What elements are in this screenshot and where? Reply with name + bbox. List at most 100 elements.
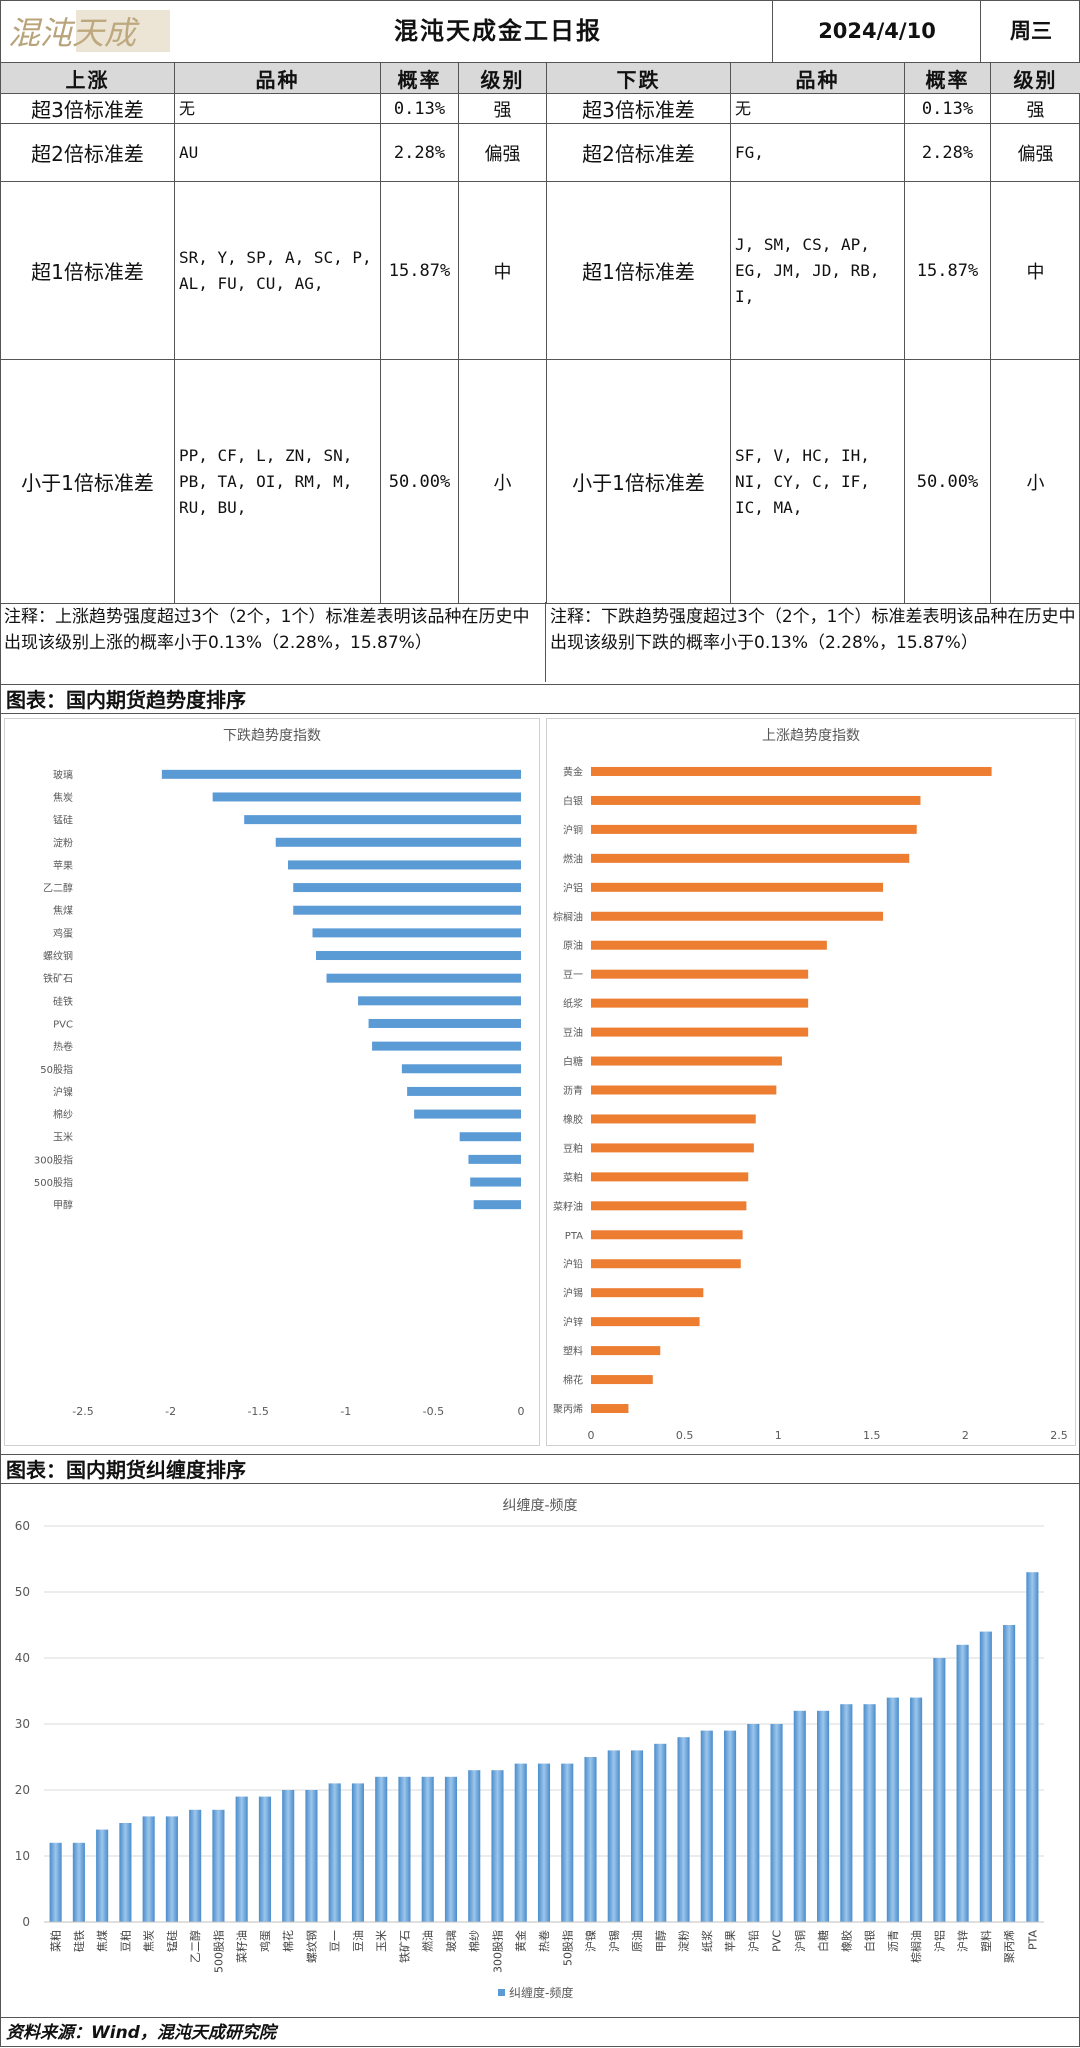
bar bbox=[352, 1783, 364, 1922]
category-label: 鸡蛋 bbox=[258, 1930, 272, 1952]
category-label: 棉纱 bbox=[53, 1108, 73, 1121]
category-label: 棕榈油 bbox=[909, 1930, 923, 1963]
level-cell: 超3倍标准差 bbox=[1, 94, 175, 124]
tick-label: 0.5 bbox=[676, 1429, 694, 1442]
bar bbox=[591, 883, 883, 892]
down-note: 注释：下跌趋势强度超过3个（2个，1个）标准差表明该品种在历史中出现该级别下跌的… bbox=[546, 602, 1080, 682]
bar bbox=[561, 1764, 573, 1922]
category-label: 甲醇 bbox=[653, 1930, 667, 1952]
bar bbox=[591, 825, 917, 834]
chart-title: 纠缠度-频度 bbox=[502, 1497, 577, 1514]
col-header: 上涨 bbox=[1, 63, 175, 94]
bar bbox=[591, 912, 883, 921]
contracts-cell: J, SM, CS, AP, EG, JM, JD, RB, I, bbox=[731, 182, 905, 360]
contracts-cell: 无 bbox=[731, 94, 905, 124]
bar bbox=[677, 1737, 689, 1922]
bar bbox=[236, 1797, 248, 1922]
table-row: 小于1倍标准差 SF, V, HC, IH, NI, CY, C, IF, IC… bbox=[547, 360, 1080, 604]
contracts-cell: FG, bbox=[731, 124, 905, 182]
category-label: 沥青 bbox=[887, 1930, 900, 1952]
category-label: 玻璃 bbox=[444, 1930, 458, 1952]
bar bbox=[398, 1777, 410, 1922]
category-label: PTA bbox=[1026, 1930, 1039, 1950]
bar bbox=[591, 1057, 782, 1066]
category-label: 豆一 bbox=[563, 969, 583, 981]
grade-cell: 小 bbox=[991, 360, 1080, 604]
level-cell: 超3倍标准差 bbox=[547, 94, 731, 124]
category-label: 焦炭 bbox=[143, 1930, 156, 1952]
category-label: PVC bbox=[771, 1930, 784, 1952]
table-row: 超2倍标准差 AU 2.28% 偏强 bbox=[1, 124, 547, 182]
bar bbox=[282, 1790, 294, 1922]
bar bbox=[631, 1750, 643, 1922]
bar bbox=[259, 1797, 271, 1922]
bar bbox=[591, 1230, 743, 1239]
category-label: 菜籽油 bbox=[553, 1200, 583, 1213]
category-label: 玉米 bbox=[53, 1131, 73, 1144]
bar bbox=[608, 1750, 620, 1922]
tick-label: 0 bbox=[518, 1405, 525, 1418]
bar bbox=[747, 1724, 759, 1922]
report-weekday: 周三 bbox=[980, 0, 1080, 62]
category-label: 聚丙烯 bbox=[1003, 1930, 1016, 1963]
bar bbox=[591, 1114, 756, 1123]
category-label: 500股指 bbox=[211, 1930, 225, 1973]
tick-label: 1.5 bbox=[863, 1429, 881, 1442]
category-label: 沪镍 bbox=[53, 1085, 73, 1098]
category-label: 500股指 bbox=[34, 1176, 73, 1189]
down-signal-table: 下跌 品种 概率 级别 超3倍标准差 无 0.13% 强 超2倍标准差 FG, … bbox=[546, 62, 1080, 604]
bar bbox=[591, 1028, 808, 1037]
bar bbox=[591, 1259, 741, 1268]
category-label: 沪锌 bbox=[563, 1316, 583, 1329]
col-header: 品种 bbox=[175, 63, 381, 94]
up-note: 注释：上涨趋势强度超过3个（2个，1个）标准差表明该品种在历史中出现该级别上涨的… bbox=[0, 602, 546, 682]
category-label: 纸浆 bbox=[700, 1930, 714, 1952]
bar bbox=[591, 1404, 628, 1413]
bar bbox=[73, 1843, 85, 1922]
category-label: 原油 bbox=[630, 1930, 644, 1952]
bar bbox=[293, 906, 521, 915]
category-label: 豆粕 bbox=[118, 1930, 132, 1952]
legend-swatch bbox=[498, 1989, 505, 1996]
level-cell: 小于1倍标准差 bbox=[547, 360, 731, 604]
bar bbox=[591, 796, 920, 805]
category-label: 淀粉 bbox=[53, 836, 73, 849]
bar bbox=[474, 1200, 521, 1209]
level-cell: 超2倍标准差 bbox=[1, 124, 175, 182]
category-label: 白银 bbox=[863, 1930, 877, 1952]
bar bbox=[771, 1724, 783, 1922]
bar bbox=[422, 1777, 434, 1922]
category-label: 沪锌 bbox=[956, 1930, 970, 1952]
category-label: 白糖 bbox=[563, 1055, 583, 1068]
tick-label: -0.5 bbox=[423, 1405, 444, 1418]
tick-label: 1 bbox=[775, 1429, 782, 1442]
contracts-cell: SR, Y, SP, A, SC, P, AL, FU, CU, AG, bbox=[175, 182, 381, 360]
report-date: 2024/4/10 bbox=[772, 0, 981, 62]
bar bbox=[591, 1086, 776, 1095]
col-header: 级别 bbox=[459, 63, 547, 94]
bar bbox=[305, 1790, 317, 1922]
tick-label: 10 bbox=[15, 1849, 30, 1863]
bar bbox=[933, 1658, 945, 1922]
category-label: 沪锡 bbox=[607, 1930, 621, 1952]
level-cell: 超2倍标准差 bbox=[547, 124, 731, 182]
prob-cell: 0.13% bbox=[905, 94, 991, 124]
bar bbox=[372, 1042, 521, 1051]
bar bbox=[213, 792, 521, 801]
contracts-cell: PP, CF, L, ZN, SN, PB, TA, OI, RM, M, RU… bbox=[175, 360, 381, 604]
category-label: 菜粕 bbox=[563, 1171, 583, 1184]
tick-label: 0 bbox=[22, 1915, 30, 1929]
category-label: 焦煤 bbox=[53, 904, 73, 917]
company-logo: 混沌天成 bbox=[6, 6, 172, 56]
bar bbox=[327, 974, 521, 983]
contracts-cell: AU bbox=[175, 124, 381, 182]
bar bbox=[515, 1764, 527, 1922]
bar bbox=[591, 767, 992, 776]
down-trend-chart: 下跌趋势度指数玻璃焦炭锰硅淀粉苹果乙二醇焦煤鸡蛋螺纹钢铁矿石硅铁PVC热卷50股… bbox=[4, 718, 540, 1446]
level-cell: 超1倍标准差 bbox=[547, 182, 731, 360]
category-label: 白银 bbox=[563, 794, 583, 807]
grade-cell: 偏强 bbox=[991, 124, 1080, 182]
bar bbox=[584, 1757, 596, 1922]
bar bbox=[189, 1810, 201, 1922]
bar bbox=[316, 951, 521, 960]
